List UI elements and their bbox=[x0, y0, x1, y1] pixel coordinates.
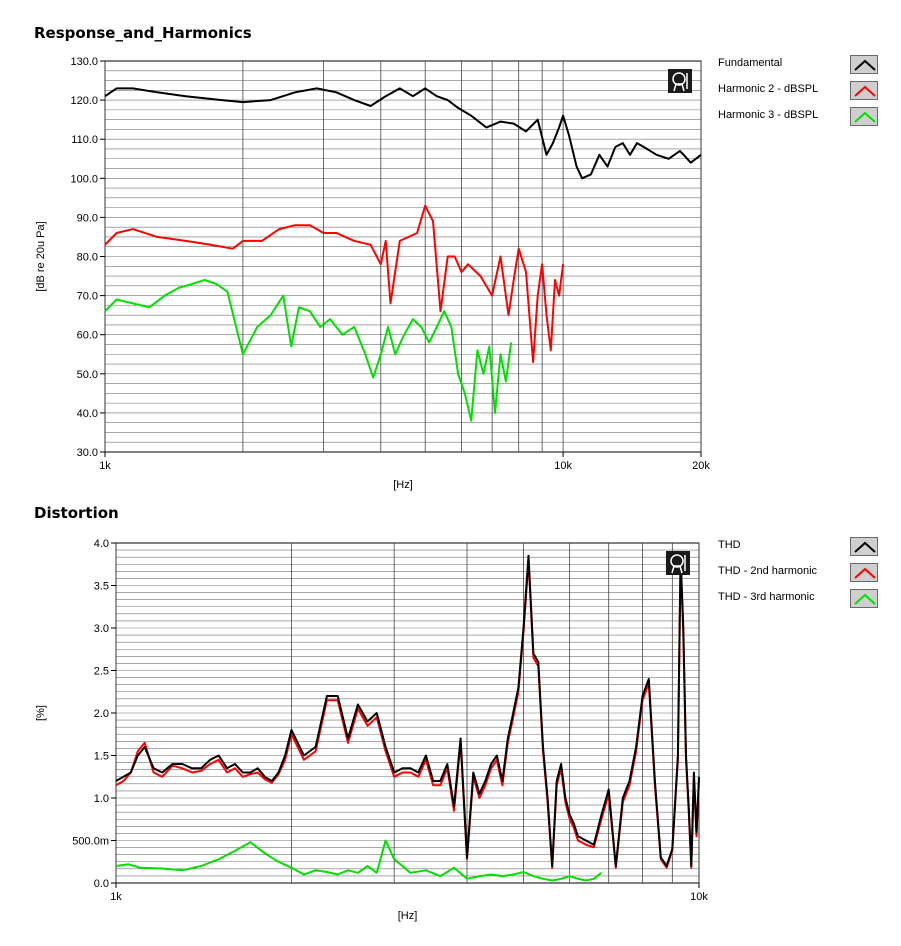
legend-label: Fundamental bbox=[718, 57, 783, 69]
y-tick-label: 2.0 bbox=[94, 708, 109, 720]
chart-1: 0.0 500.0m 1.0 1.5 2.0 2.5 3.0 3.5 4.0 1k 10k [Hz] [… bbox=[35, 538, 708, 922]
y-axis-label: [dB re 20u Pa] bbox=[35, 221, 47, 291]
icon-body bbox=[671, 565, 683, 574]
x-tick-label: 1k bbox=[110, 891, 122, 903]
legend-swatch-black[interactable] bbox=[850, 55, 878, 74]
legend-label: THD bbox=[718, 539, 741, 551]
series-line bbox=[104, 204, 565, 364]
legend-swatch-green[interactable] bbox=[850, 107, 878, 126]
y-tick-label: 1.5 bbox=[94, 751, 109, 763]
y-tick-label: 2.5 bbox=[94, 666, 109, 678]
y-tick-label: 90.0 bbox=[77, 212, 98, 224]
y-tick-label: 60.0 bbox=[77, 330, 98, 342]
y-tick-label: 120.0 bbox=[70, 95, 98, 107]
y-tick-label: 50.0 bbox=[77, 369, 98, 381]
y-tick-label: 500.0m bbox=[72, 836, 109, 848]
y-tick-label: 4.0 bbox=[94, 538, 109, 550]
icon-head bbox=[672, 72, 686, 86]
x-axis-label: [Hz] bbox=[393, 479, 413, 491]
chart-title-distortion: Distortion bbox=[34, 504, 119, 522]
y-tick-label: 100.0 bbox=[70, 173, 98, 185]
legend-swatch-green[interactable] bbox=[850, 589, 878, 608]
x-tick-label: 1k bbox=[99, 460, 111, 472]
y-tick-label: 1.0 bbox=[94, 793, 109, 805]
y-tick-label: 3.5 bbox=[94, 581, 109, 593]
legend-label: Harmonic 3 - dBSPL bbox=[718, 109, 819, 121]
y-tick-label: 30.0 bbox=[77, 447, 98, 459]
series-line bbox=[115, 554, 700, 867]
x-tick-label: 10k bbox=[690, 891, 708, 903]
icon-head bbox=[670, 554, 684, 568]
y-tick-label: 70.0 bbox=[77, 291, 98, 303]
y-tick-label: 40.0 bbox=[77, 408, 98, 420]
series-line bbox=[104, 279, 513, 422]
legend-swatch-red[interactable] bbox=[850, 563, 878, 582]
export-icon bbox=[668, 69, 692, 93]
legend-swatch-red[interactable] bbox=[850, 81, 878, 100]
legend-label: THD - 3rd harmonic bbox=[718, 591, 815, 603]
y-tick-label: 80.0 bbox=[77, 252, 98, 264]
legend-label: THD - 2nd harmonic bbox=[718, 565, 818, 577]
series-line bbox=[104, 87, 702, 180]
legend-swatch-black[interactable] bbox=[850, 537, 878, 556]
y-tick-label: 3.0 bbox=[94, 623, 109, 635]
icon-body bbox=[673, 83, 685, 92]
chart-0: 30.0 40.0 50.0 60.0 70.0 80.0 90.0 100.0 110.0 12… bbox=[35, 56, 710, 491]
y-tick-label: 130.0 bbox=[70, 56, 98, 68]
x-tick-label: 10k bbox=[554, 460, 572, 472]
y-tick-label: 0.0 bbox=[94, 878, 109, 890]
legend-label: Harmonic 2 - dBSPL bbox=[718, 83, 819, 95]
chart-title-response: Response_and_Harmonics bbox=[34, 24, 252, 42]
export-icon bbox=[666, 551, 690, 575]
series-line bbox=[115, 839, 603, 882]
y-axis-label: [%] bbox=[35, 705, 47, 721]
x-axis-label: [Hz] bbox=[398, 910, 418, 922]
x-tick-label: 20k bbox=[692, 460, 710, 472]
y-tick-label: 110.0 bbox=[71, 134, 98, 146]
